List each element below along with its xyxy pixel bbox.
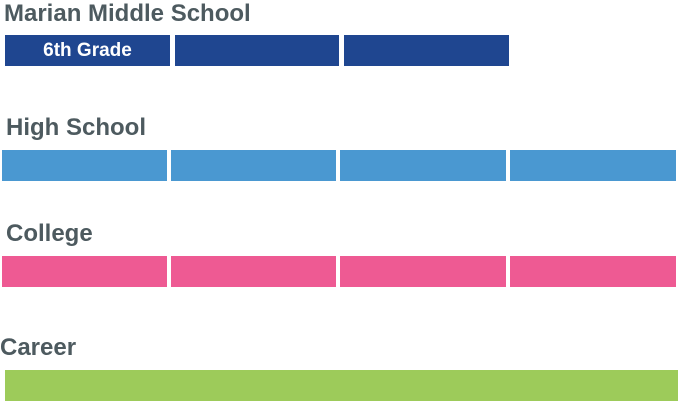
segment [2, 150, 167, 181]
segment [510, 256, 676, 287]
section-title: Career [0, 334, 77, 361]
segment [2, 256, 167, 287]
segment [340, 256, 506, 287]
segment-label: 6th Grade [43, 40, 132, 61]
segment [344, 35, 509, 66]
segment [510, 150, 676, 181]
section-title: College [6, 220, 93, 247]
segment [340, 150, 506, 181]
segment [5, 35, 170, 66]
segment [171, 150, 336, 181]
section-title: Marian Middle School [4, 0, 251, 27]
segment [171, 256, 336, 287]
segment [175, 35, 339, 66]
section-title: High School [6, 114, 146, 141]
segment [5, 370, 678, 401]
